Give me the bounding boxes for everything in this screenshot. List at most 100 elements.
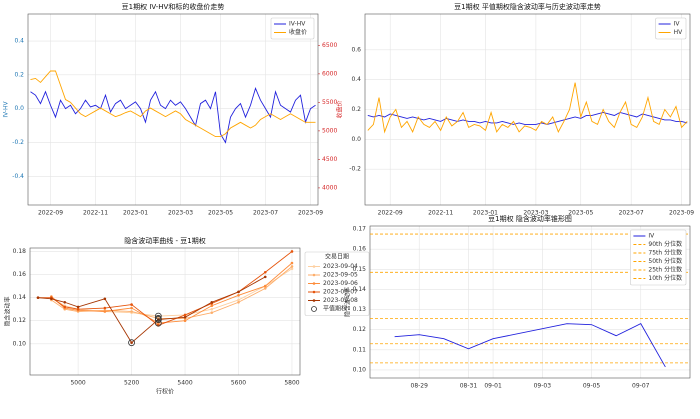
- series-line: [38, 251, 293, 326]
- y2-axis-label: 收盘价: [336, 100, 344, 118]
- legend-box: [630, 229, 687, 286]
- x-tick-label: 2022-11: [83, 210, 108, 217]
- legend-label: 2023-09-07: [323, 289, 358, 296]
- point-marker: [130, 303, 133, 306]
- point-marker: [263, 287, 267, 290]
- series-line: [367, 111, 688, 125]
- y-tick-label: -0.2: [349, 166, 361, 173]
- x-tick-label: 09-03: [534, 383, 552, 390]
- point-marker: [36, 296, 40, 299]
- plot-frame: [364, 13, 691, 206]
- x-tick-label: 09-05: [583, 383, 601, 390]
- legend-label: 50th 分位数: [648, 257, 682, 265]
- y-tick-label: 0.14: [13, 294, 27, 301]
- y-tick-label: -0.4: [12, 173, 24, 180]
- y-tick-label: 0.15: [353, 266, 367, 273]
- point-marker: [130, 310, 133, 313]
- legend-label: 2023-09-08: [323, 297, 358, 304]
- y-tick-label: 0.4: [14, 38, 24, 45]
- y2-tick-label: 4500: [322, 156, 337, 163]
- legend-label: 收盘价: [289, 28, 307, 36]
- legend-swatch: [312, 282, 316, 285]
- x-tick-label: 09-07: [632, 383, 650, 390]
- y-tick-label: 0.4: [351, 76, 361, 83]
- y-tick-label: 0.6: [351, 46, 361, 53]
- legend-box: [655, 17, 687, 40]
- y-tick-label: 0.10: [353, 366, 367, 373]
- y-tick-label: 0.10: [13, 340, 27, 347]
- series-line: [30, 70, 316, 138]
- point-marker: [183, 315, 187, 319]
- legend-swatch: [312, 265, 316, 268]
- x-tick-label: 2022-11: [428, 210, 453, 217]
- legend-label: HV: [674, 29, 684, 36]
- point-marker: [210, 307, 214, 311]
- y2-tick-label: 4000: [322, 184, 337, 191]
- y-axis-label: 隐含波动率: [344, 287, 352, 317]
- x-tick-label: 09-01: [484, 383, 502, 390]
- y2-tick-label: 5500: [322, 99, 337, 106]
- y-tick-label: 0.16: [13, 271, 27, 278]
- y-tick-label: 0.13: [353, 306, 367, 313]
- point-marker: [237, 294, 240, 297]
- point-marker: [50, 297, 53, 301]
- point-marker: [210, 300, 214, 304]
- x-axis-label: 行权价: [156, 388, 174, 396]
- point-marker: [76, 307, 80, 311]
- point-marker: [103, 297, 107, 301]
- point-marker: [76, 305, 80, 309]
- x-tick-label: 2023-05: [208, 210, 233, 217]
- x-tick-label: 2023-09: [669, 210, 694, 217]
- point-marker: [183, 319, 187, 323]
- plot-frame: [27, 13, 319, 206]
- point-marker: [63, 305, 67, 309]
- legend-label: 平值期权: [323, 305, 347, 313]
- legend-label: 10th 分位数: [648, 274, 682, 282]
- legend-swatch: [312, 290, 316, 294]
- point-marker: [130, 341, 133, 344]
- legend-box: [270, 17, 315, 40]
- legend-label: 2023-09-06: [323, 280, 358, 287]
- legend-box: [304, 251, 370, 316]
- y-tick-label: 0.12: [353, 326, 367, 333]
- x-tick-label: 2023-03: [523, 210, 548, 217]
- atm-marker: [154, 319, 162, 327]
- legend-label: IV: [674, 21, 681, 28]
- y-tick-label: 0.17: [353, 226, 367, 233]
- atm-marker: [128, 339, 135, 347]
- chart-title: 隐含波动率曲线 - 豆1期权: [124, 236, 205, 245]
- y-tick-label: 0.16: [353, 246, 367, 253]
- point-marker: [210, 311, 214, 314]
- point-marker: [237, 300, 240, 304]
- y-tick-label: 0.2: [14, 71, 24, 78]
- y2-tick-label: 6500: [322, 42, 337, 49]
- y-tick-label: 0.11: [353, 346, 367, 353]
- y2-tick-label: 5000: [322, 127, 337, 134]
- point-marker: [237, 298, 240, 302]
- point-marker: [263, 275, 267, 279]
- plot-frame: [369, 225, 691, 379]
- point-marker: [263, 270, 267, 274]
- x-tick-label: 2023-03: [168, 210, 193, 217]
- legend-label: 2023-09-05: [323, 272, 358, 279]
- x-tick-label: 2023-07: [619, 210, 644, 217]
- point-marker: [63, 300, 67, 304]
- legend-label: 2023-09-04: [323, 263, 358, 270]
- point-marker: [103, 310, 107, 313]
- chart-title: 豆1期权 隐含波动率锥形图: [488, 214, 572, 223]
- chart-panel: 豆1期权 隐含波动率锥形图 08-29 08-31 09-01 09-03 09-05 09…: [344, 214, 691, 390]
- x-tick-label: 2023-01: [473, 210, 498, 217]
- y2-tick-label: 6000: [322, 70, 337, 77]
- legend-title: 交易日期: [325, 253, 349, 261]
- point-marker: [263, 284, 267, 288]
- legend-swatch: [312, 273, 316, 277]
- legend-label: IV-HV: [289, 21, 306, 28]
- point-marker: [103, 306, 107, 310]
- x-tick-label: 08-29: [411, 383, 429, 390]
- x-tick-label: 5600: [231, 380, 246, 387]
- atm-marker: [154, 315, 162, 322]
- y-tick-label: 0.0: [14, 105, 24, 112]
